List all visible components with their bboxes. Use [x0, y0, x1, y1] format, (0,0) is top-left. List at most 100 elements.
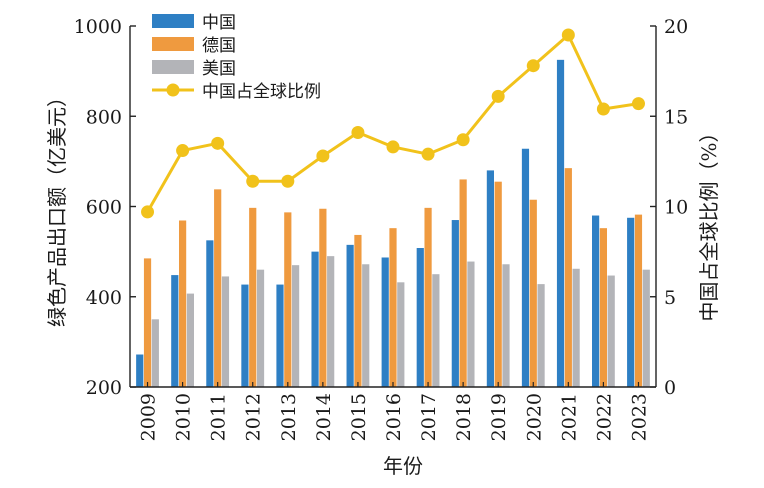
bar-德国-2017: [424, 207, 432, 387]
bar-德国-2018: [459, 179, 467, 387]
bar-中国-2015: [346, 244, 354, 387]
y-axis-title: 绿色产品出口额（亿美元）: [45, 87, 69, 327]
bar-中国-2014: [311, 251, 319, 388]
bar-中国-2019: [486, 170, 494, 387]
legend-swatch-美国: [152, 60, 194, 74]
x-tick-label: 2016: [383, 393, 405, 441]
x-tick-label: 2013: [278, 393, 300, 441]
point-中国占全球比例-2020: [526, 59, 540, 73]
bar-美国-2012: [256, 269, 265, 387]
bar-中国-2018: [451, 220, 459, 387]
x-tick-label: 2021: [558, 393, 580, 441]
y-tick-label: 600: [86, 197, 122, 219]
bar-德国-2016: [389, 228, 397, 387]
bar-德国-2020: [529, 199, 537, 387]
bar-中国-2016: [381, 257, 389, 387]
point-中国占全球比例-2012: [246, 174, 260, 188]
chart-marks: [136, 28, 650, 388]
bar-德国-2014: [319, 208, 327, 387]
bar-美国-2009: [151, 319, 159, 387]
point-中国占全球比例-2021: [561, 28, 575, 42]
bar-德国-2021: [564, 168, 572, 387]
point-中国占全球比例-2014: [316, 149, 330, 163]
x-tick-label: 2022: [593, 393, 615, 441]
legend-label-中国: 中国: [202, 13, 236, 33]
bar-德国-2019: [494, 181, 502, 387]
bar-德国-2023: [634, 214, 643, 387]
point-中国占全球比例-2022: [596, 102, 610, 116]
point-中国占全球比例-2017: [421, 147, 435, 161]
bar-美国-2014: [327, 256, 335, 387]
y-tick-label: 1000: [74, 16, 122, 38]
bar-美国-2015: [362, 264, 370, 387]
bar-美国-2022: [607, 275, 615, 387]
point-中国占全球比例-2023: [631, 97, 645, 111]
bar-中国-2021: [556, 59, 565, 388]
x-tick-label: 2015: [348, 393, 370, 441]
x-tick-label: 2009: [138, 393, 160, 441]
x-tick-label: 2019: [488, 393, 510, 441]
x-tick-label: 2011: [208, 393, 230, 441]
x-tick-label: 2017: [418, 393, 440, 441]
bar-美国-2019: [502, 264, 510, 387]
y2-axis-title: 中国占全球比例（%）: [697, 122, 721, 321]
bar-美国-2017: [432, 274, 440, 387]
y2-tick-label: 20: [664, 16, 688, 38]
legend-label-德国: 德国: [202, 36, 236, 56]
y2-tick-label: 10: [664, 197, 688, 219]
bar-中国-2012: [241, 284, 249, 387]
point-中国占全球比例-2009: [141, 205, 155, 219]
x-tick-label: 2014: [313, 393, 335, 441]
point-中国占全球比例-2019: [491, 89, 505, 103]
bar-美国-2010: [186, 293, 194, 387]
y2-tick-label: 0: [664, 377, 676, 399]
chart-axes: 200 400 600 800 1000 0 5 10 15 20 2009 2010 2011 2012…: [74, 16, 689, 441]
y-tick-label: 800: [86, 106, 122, 128]
bar-德国-2009: [143, 258, 152, 387]
x-tick-label: 2018: [453, 393, 475, 441]
x-axis-title: 年份: [383, 454, 423, 478]
point-中国占全球比例-2015: [351, 126, 365, 139]
point-中国占全球比例-2018: [456, 133, 470, 147]
bar-德国-2022: [599, 228, 607, 387]
bar-美国-2018: [467, 261, 475, 387]
x-tick-label: 2020: [523, 393, 545, 441]
bar-中国-2023: [627, 217, 635, 387]
x-tick-label: 2010: [173, 393, 195, 441]
y2-tick-label: 5: [664, 287, 676, 309]
legend-label-美国: 美国: [202, 59, 236, 79]
legend-swatch-中国: [152, 14, 194, 28]
bar-美国-2020: [537, 284, 545, 387]
point-中国占全球比例-2016: [386, 140, 400, 154]
y2-tick-label: 15: [664, 106, 688, 128]
bar-中国-2022: [592, 215, 600, 387]
y-tick-label: 400: [86, 287, 122, 309]
bar-德国-2015: [354, 234, 362, 387]
legend-marker-中国占全球比例: [166, 83, 180, 97]
bar-中国-2009: [136, 354, 144, 387]
point-中国占全球比例-2011: [211, 136, 225, 150]
bar-中国-2020: [521, 148, 530, 387]
bar-德国-2010: [179, 220, 187, 387]
bar-德国-2012: [249, 207, 257, 387]
bar-中国-2017: [416, 248, 424, 387]
bar-美国-2021: [572, 268, 580, 387]
legend-swatch-德国: [152, 37, 194, 51]
bar-美国-2023: [642, 269, 650, 387]
bar-中国-2013: [276, 284, 284, 387]
bar-德国-2011: [214, 189, 222, 387]
point-中国占全球比例-2010: [176, 144, 190, 158]
y-tick-label: 200: [86, 377, 122, 399]
x-tick-label: 2023: [628, 393, 650, 441]
legend-label-中国占全球比例: 中国占全球比例: [202, 82, 321, 102]
bar-美国-2013: [292, 265, 300, 387]
bar-中国-2011: [206, 240, 214, 387]
x-tick-label: 2012: [243, 393, 265, 441]
bar-德国-2013: [284, 212, 292, 387]
point-中国占全球比例-2013: [281, 174, 295, 188]
bar-中国-2010: [171, 275, 179, 387]
bar-美国-2016: [397, 282, 405, 387]
bar-美国-2011: [221, 276, 230, 387]
